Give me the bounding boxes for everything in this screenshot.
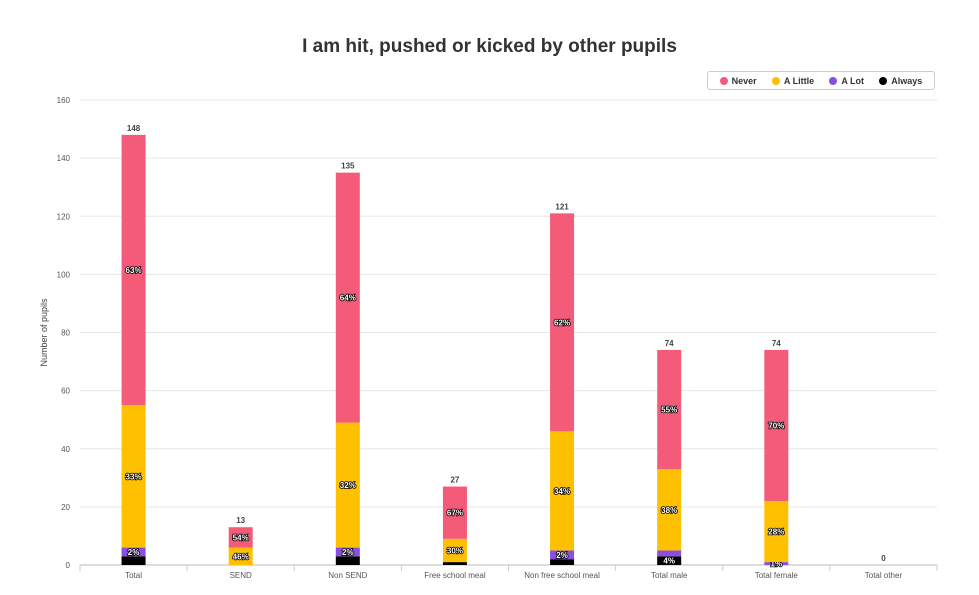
bar-total-label: 148: [127, 124, 141, 133]
y-tick-label: 100: [57, 270, 71, 279]
legend-swatch-a-little: [771, 76, 780, 85]
x-tick-label: Total male: [651, 571, 688, 580]
bar-total-label: 135: [341, 162, 355, 171]
bar-segment: [442, 538, 467, 563]
segment-data-label: 38%: [661, 506, 677, 515]
bar-segment: [121, 547, 146, 557]
legend-swatch-never: [719, 76, 728, 85]
segment-data-label: 62%: [554, 318, 570, 327]
bar-segment: [228, 547, 253, 565]
segment-data-label: 34%: [554, 487, 570, 496]
segment-data-label: 28%: [768, 528, 784, 537]
y-tick-label: 140: [57, 154, 71, 163]
legend-swatch-always: [879, 76, 888, 85]
x-tick-label: Total: [125, 571, 142, 580]
legend-item-never[interactable]: Never: [719, 75, 757, 86]
bar-total-label: 27: [450, 476, 459, 485]
bar-segment: [657, 469, 682, 551]
legend-label-a-lot: A Lot: [841, 75, 865, 86]
y-tick-label: 20: [61, 503, 70, 512]
y-tick-label: 40: [61, 445, 70, 454]
bar-segment: [121, 556, 146, 565]
bar-segment: [335, 172, 360, 423]
y-tick-label: 0: [66, 561, 71, 570]
segment-data-label: 2%: [556, 551, 568, 560]
bar-total-label: 74: [772, 339, 781, 348]
x-tick-label: Total female: [755, 571, 799, 580]
segment-data-label: 55%: [661, 406, 677, 415]
bar-segment: [550, 559, 575, 565]
segment-data-label: 63%: [126, 266, 142, 275]
legend-item-a-lot[interactable]: A Lot: [829, 76, 864, 86]
x-tick-label: Total other: [865, 571, 903, 580]
bar-total-label: 13: [236, 516, 245, 525]
bar-segment: [335, 556, 360, 565]
segment-data-label: 46%: [233, 552, 249, 561]
segment-data-label: 2%: [128, 548, 140, 557]
legend-swatch-a-lot: [829, 76, 838, 85]
bar-segment: [121, 405, 146, 548]
bar-total-label: 121: [555, 202, 569, 211]
bar-segment: [550, 431, 575, 551]
bar-segment: [764, 501, 789, 563]
bar-segment: [764, 349, 789, 502]
bar-segment: [657, 550, 682, 557]
x-tick-label: Non SEND: [328, 571, 367, 580]
legend-label-always: Always: [891, 75, 923, 86]
segment-data-label: 4%: [663, 557, 675, 566]
y-tick-label: 120: [57, 212, 71, 221]
y-tick-label: 160: [57, 96, 71, 105]
bar-segment: [550, 213, 575, 432]
bar-segment: [121, 134, 146, 406]
legend-label-a-little: A Little: [783, 75, 815, 86]
x-tick-label: Non free school meal: [524, 571, 600, 580]
bar-segment: [442, 562, 467, 565]
bar-total-label: 0: [881, 554, 886, 563]
y-tick-label: 80: [61, 329, 70, 338]
segment-data-label: 1%: [771, 560, 783, 569]
segment-data-label: 54%: [233, 533, 249, 542]
x-tick-label: SEND: [230, 571, 252, 580]
bar-segment: [657, 556, 682, 565]
segment-data-label: 2%: [342, 548, 354, 557]
segment-data-label: 67%: [447, 509, 463, 518]
y-tick-label: 60: [61, 387, 70, 396]
chart-title: I am hit, pushed or kicked by other pupi…: [302, 36, 677, 57]
bar-segment: [550, 550, 575, 560]
segment-data-label: 32%: [340, 481, 356, 490]
y-axis-label: Number of pupils: [39, 298, 49, 367]
segment-data-label: 70%: [768, 422, 784, 431]
segment-data-label: 64%: [340, 294, 356, 303]
legend-item-a-little[interactable]: A Little: [771, 75, 815, 86]
segment-data-label: 33%: [126, 472, 142, 481]
legend-label-never: Never: [731, 75, 757, 86]
chart-legend: Never A Little A Lot Always: [707, 71, 935, 90]
bar-segment: [335, 422, 360, 548]
bar-segment: [657, 349, 682, 470]
bar-segment: [335, 547, 360, 557]
legend-item-always[interactable]: Always: [879, 76, 922, 86]
segment-data-label: 30%: [447, 546, 463, 555]
bar-segment: [442, 486, 467, 539]
x-tick-label: Free school meal: [424, 571, 486, 580]
bar-segment: [228, 527, 253, 548]
bar-segment: [764, 562, 789, 565]
bar-total-label: 74: [665, 339, 674, 348]
